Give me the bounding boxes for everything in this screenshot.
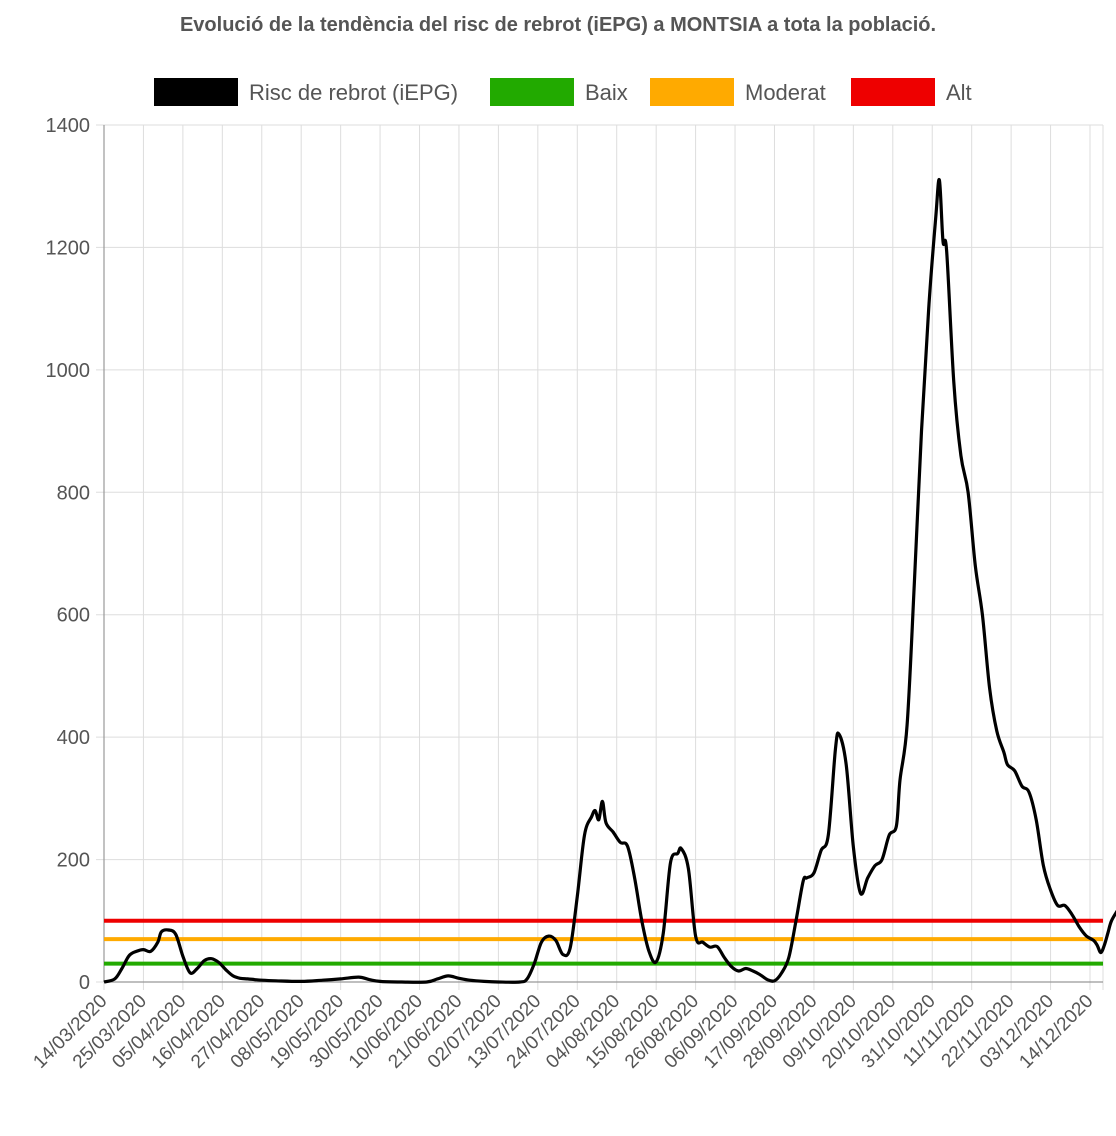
legend-item[interactable]: Moderat — [650, 78, 826, 106]
y-tick-label: 1000 — [46, 360, 91, 382]
y-tick-label: 0 — [79, 972, 90, 994]
legend-item[interactable]: Risc de rebrot (iEPG) — [154, 78, 458, 106]
legend-swatch — [154, 78, 238, 106]
legend-label: Baix — [585, 80, 628, 105]
y-tick-label: 600 — [57, 605, 90, 627]
legend-label: Moderat — [745, 80, 826, 105]
legend-label: Risc de rebrot (iEPG) — [249, 80, 458, 105]
y-tick-label: 200 — [57, 850, 90, 872]
y-tick-label: 1400 — [46, 115, 91, 137]
x-axis-ticks: 14/03/202025/03/202005/04/202016/04/2020… — [29, 991, 1097, 1073]
y-tick-label: 1200 — [46, 237, 91, 259]
y-axis-ticks: 0 200 400 600 800 1000 1200 1400 — [46, 115, 91, 994]
legend-swatch — [650, 78, 734, 106]
y-tick-label: 400 — [57, 727, 90, 749]
y-tick-label: 800 — [57, 482, 90, 504]
legend-item[interactable]: Alt — [851, 78, 972, 106]
legend-item[interactable]: Baix — [490, 78, 628, 106]
series-line-iepg — [103, 178, 1116, 984]
threshold-lines — [104, 918, 1103, 966]
legend-swatch — [851, 78, 935, 106]
legend-label: Alt — [946, 80, 972, 105]
series — [103, 178, 1116, 984]
grid — [96, 124, 1104, 990]
chart-title: Evolució de la tendència del risc de reb… — [179, 14, 937, 36]
legend-swatch — [490, 78, 574, 106]
legend[interactable]: Risc de rebrot (iEPG) Baix Moderat Alt — [154, 78, 972, 106]
axes — [103, 125, 1103, 983]
